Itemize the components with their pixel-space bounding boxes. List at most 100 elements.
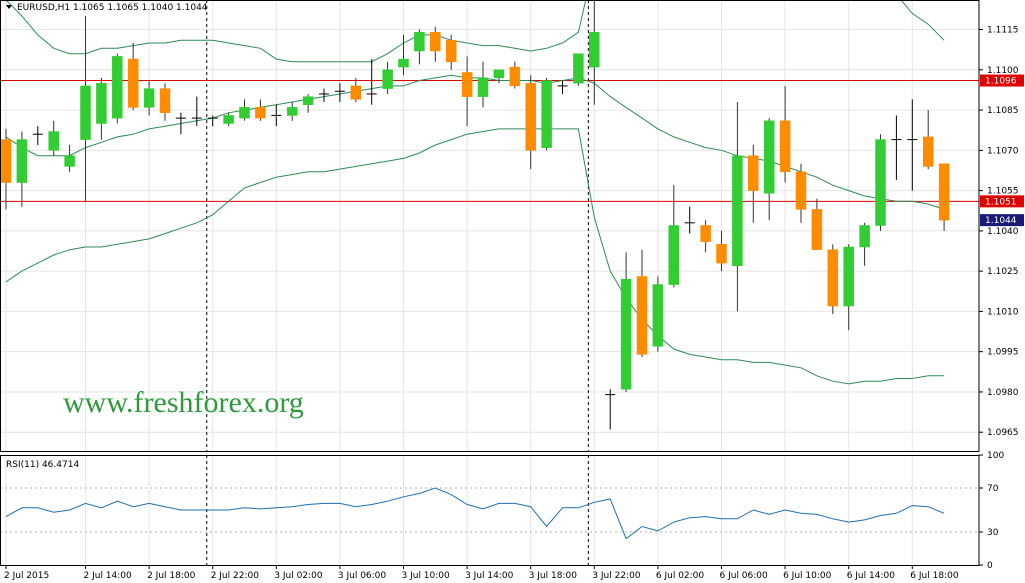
- candle: [271, 104, 282, 127]
- candle-body: [525, 82, 536, 151]
- candle-body: [493, 69, 505, 79]
- grid: [0, 0, 979, 565]
- time-tick-label: 2 Jul 14:00: [84, 571, 133, 581]
- current-price-tag: [980, 214, 1024, 227]
- candle: [334, 83, 345, 103]
- candle: [859, 222, 870, 266]
- time-axis[interactable]: 2 Jul 2015 2 Jul 14:00 2 Jul 18:00 2 Jul 22…: [4, 565, 959, 581]
- candle-body: [80, 85, 91, 140]
- time-tick-label: 2 Jul 18:00: [147, 571, 196, 581]
- candle-body: [398, 58, 409, 68]
- candle: [827, 244, 839, 315]
- candle: [350, 77, 362, 103]
- time-tick-label: 6 Jul 06:00: [720, 571, 769, 581]
- candle: [207, 115, 218, 127]
- candle-body: [64, 155, 75, 167]
- candle: [239, 99, 250, 121]
- candle: [557, 80, 568, 94]
- time-tick-label: 6 Jul 10:00: [783, 571, 832, 581]
- time-tick-label: 3 Jul 22:00: [592, 571, 641, 581]
- candle-body: [716, 244, 727, 264]
- candle-body: [461, 72, 473, 97]
- candle: [255, 99, 266, 121]
- candle-body: [859, 225, 870, 248]
- candle: [143, 80, 155, 116]
- price-levels: [0, 80, 979, 202]
- symbol-info-label: EURUSD,H1 1.1065 1.1065 1.1040 1.1044: [17, 3, 208, 13]
- candle-body: [875, 139, 886, 226]
- panel-frames: [0, 0, 980, 566]
- candle: [748, 144, 759, 223]
- candle-body: [112, 56, 123, 119]
- candle: [605, 389, 616, 430]
- candle: [398, 34, 409, 76]
- candle-body: [700, 225, 711, 242]
- candle: [716, 230, 727, 272]
- rsi-tick-label: 70: [987, 484, 999, 494]
- candle-body: [573, 53, 584, 84]
- candle-body: [827, 249, 839, 307]
- candle-body: [430, 31, 441, 52]
- candle-body: [843, 246, 854, 307]
- candle-body: [286, 107, 298, 116]
- main-panel-frame: [0, 0, 980, 452]
- candle: [684, 206, 695, 234]
- candle-body: [477, 77, 489, 97]
- price-axis[interactable]: 1.11151.11001.10851.10701.10551.10401.10…: [979, 26, 1024, 439]
- candle-body: [795, 171, 807, 210]
- candle: [96, 77, 107, 140]
- candle: [414, 29, 425, 65]
- candle: [80, 16, 91, 202]
- candle-body: [350, 85, 362, 100]
- price-tick-label: 1.1070: [987, 146, 1019, 156]
- price-tick-label: 1.1115: [987, 26, 1019, 36]
- price-level-tag: [980, 195, 1024, 208]
- candle: [700, 220, 711, 253]
- candle-body: [589, 31, 600, 68]
- chart-header: EURUSD,H1 1.1065 1.1065 1.1040 1.1044 RS…: [6, 3, 208, 470]
- symbol-dropdown-icon[interactable]: [6, 5, 12, 9]
- candle: [319, 88, 329, 103]
- candle: [127, 42, 139, 111]
- candle: [366, 59, 377, 105]
- candle-body: [748, 155, 759, 191]
- candle: [286, 102, 298, 121]
- candle: [191, 96, 202, 127]
- rsi-panel-frame: [0, 455, 980, 566]
- candle-body: [143, 88, 155, 108]
- price-tick-label: 1.1040: [987, 227, 1019, 237]
- candle: [159, 83, 171, 121]
- candle: [652, 276, 664, 352]
- candle: [175, 112, 186, 135]
- candle: [223, 112, 234, 127]
- price-tick-label: 1.1010: [987, 307, 1019, 317]
- candle-body: [382, 69, 393, 89]
- candle-body: [96, 82, 107, 124]
- candle: [48, 120, 59, 156]
- time-tick-label: 2 Jul 22:00: [211, 571, 260, 581]
- candle-body: [414, 31, 425, 52]
- candle-body: [16, 139, 28, 183]
- candle-body: [302, 96, 314, 105]
- candle-body: [159, 88, 171, 114]
- candles: [0, 0, 950, 430]
- candle: [938, 163, 950, 231]
- candle: [112, 53, 123, 124]
- time-tick-label: 3 Jul 14:00: [465, 571, 514, 581]
- candle: [636, 249, 648, 358]
- time-tick-label: 6 Jul 02:00: [656, 571, 705, 581]
- candle-body: [127, 58, 139, 108]
- time-tick-label: 6 Jul 18:00: [910, 571, 959, 581]
- candle-body: [779, 120, 791, 173]
- candle-body: [652, 284, 664, 347]
- candle-body: [668, 225, 680, 285]
- rsi-info-label: RSI(11) 46.4714: [6, 460, 79, 470]
- candle: [907, 99, 918, 191]
- candle: [32, 126, 43, 145]
- candle: [461, 56, 473, 127]
- candle: [668, 185, 680, 288]
- candle: [16, 131, 28, 207]
- candle-body: [445, 40, 457, 62]
- candle: [525, 75, 536, 170]
